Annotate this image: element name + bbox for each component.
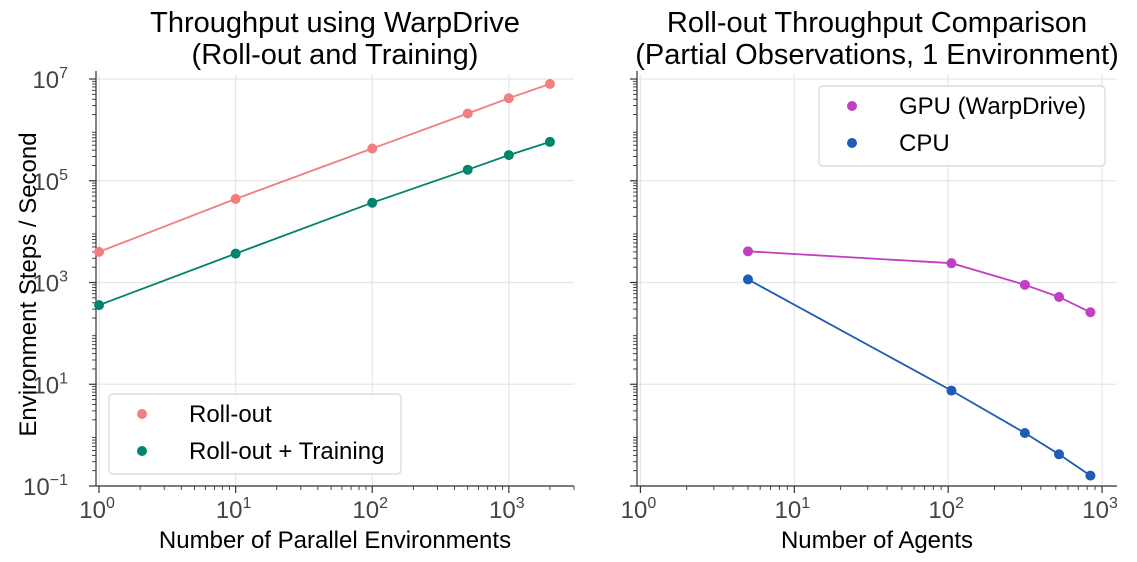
y-tick-label: 107 bbox=[32, 65, 68, 94]
data-point bbox=[946, 258, 957, 269]
data-point bbox=[1019, 428, 1030, 439]
data-point bbox=[1019, 279, 1030, 290]
legend-marker bbox=[137, 446, 147, 456]
data-point bbox=[946, 385, 957, 396]
chart-panel-right: 100 101 102 103 Roll-out Throughput Comparis… bbox=[621, 7, 1119, 554]
data-point bbox=[462, 164, 473, 175]
x-tick-label: 102 bbox=[352, 495, 388, 524]
data-point bbox=[94, 300, 105, 311]
chart-title-line: (Roll-out and Training) bbox=[192, 39, 479, 71]
chart-title-line: Roll-out Throughput Comparison bbox=[667, 7, 1087, 39]
chart-panel-left: 100 101 102 103 10−1 101 103 105 107 Throughput u… bbox=[15, 7, 575, 554]
data-point bbox=[742, 274, 753, 285]
data-point bbox=[230, 193, 241, 204]
y-tick-label: 105 bbox=[32, 167, 68, 196]
x-tick-label: 103 bbox=[1082, 495, 1118, 524]
data-point bbox=[544, 136, 555, 147]
data-point bbox=[367, 143, 378, 154]
data-point bbox=[503, 150, 514, 161]
data-point bbox=[1054, 449, 1065, 460]
data-point bbox=[742, 246, 753, 257]
legend-label: CPU bbox=[899, 130, 950, 157]
data-point bbox=[1085, 470, 1096, 481]
data-point bbox=[230, 248, 241, 259]
series-line bbox=[747, 278, 1091, 477]
x-axis-label: Number of Agents bbox=[781, 527, 973, 554]
legend-label: Roll-out + Training bbox=[189, 438, 384, 465]
y-axis-label: Environment Steps / Second bbox=[15, 132, 42, 436]
data-point bbox=[503, 93, 514, 104]
y-tick-label: 10−1 bbox=[23, 472, 68, 501]
legend-marker bbox=[847, 101, 857, 111]
series-line bbox=[98, 83, 551, 253]
series-line bbox=[98, 141, 551, 306]
data-point bbox=[462, 108, 473, 119]
data-point bbox=[94, 246, 105, 257]
data-point bbox=[544, 78, 555, 89]
chart-title-line: (Partial Observations, 1 Environment) bbox=[635, 39, 1119, 71]
x-tick-label: 100 bbox=[79, 495, 115, 524]
x-tick-label: 101 bbox=[775, 495, 811, 524]
data-point bbox=[367, 197, 378, 208]
legend-box bbox=[818, 85, 1106, 167]
legend-box bbox=[108, 393, 402, 475]
y-tick-label: 103 bbox=[32, 269, 68, 298]
chart-title-line: Throughput using WarpDrive bbox=[150, 7, 520, 39]
x-tick-label: 102 bbox=[928, 495, 964, 524]
legend-marker bbox=[137, 409, 147, 419]
x-tick-label: 101 bbox=[216, 495, 252, 524]
x-tick-label: 103 bbox=[489, 495, 525, 524]
data-point bbox=[1054, 291, 1065, 302]
legend-label: Roll-out bbox=[189, 401, 272, 428]
data-point bbox=[1085, 307, 1096, 318]
legend-marker bbox=[847, 138, 857, 148]
y-tick-label: 101 bbox=[32, 370, 68, 399]
x-tick-label: 100 bbox=[621, 495, 657, 524]
series-line bbox=[747, 250, 1091, 314]
legend-label: GPU (WarpDrive) bbox=[899, 93, 1086, 120]
x-axis-label: Number of Parallel Environments bbox=[159, 527, 511, 554]
